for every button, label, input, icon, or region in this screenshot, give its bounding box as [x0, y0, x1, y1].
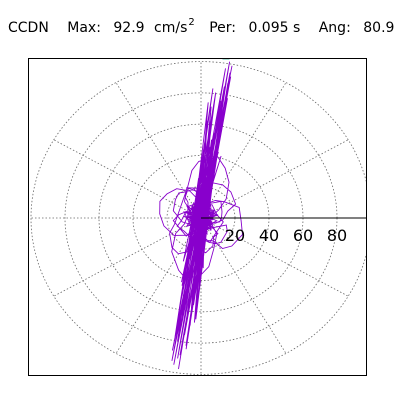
grid-spoke	[200, 139, 349, 219]
max-unit-exponent: 2	[188, 17, 195, 28]
angle-value: 80.9	[363, 20, 395, 36]
grid-spoke	[200, 82, 287, 219]
max-value: 92.9	[113, 20, 145, 36]
grid-spoke	[53, 139, 202, 219]
polar-plot-frame: 20 40 60 80	[28, 58, 367, 376]
grid-spoke	[115, 217, 202, 354]
period-value: 0.095 s	[248, 20, 301, 36]
angle-label: Ang:	[318, 20, 351, 36]
motion-trace	[159, 61, 243, 370]
period-label: Per:	[209, 20, 236, 36]
max-label: Max:	[67, 20, 101, 36]
motion-trace-path	[159, 61, 243, 370]
grid-spoke	[115, 82, 202, 219]
header-readout: CCDN Max: 92.9 cm/s2 Per: 0.095 s Ang: 8…	[8, 17, 395, 38]
radial-tick-label: 40	[259, 226, 279, 245]
radial-tick-labels: 20 40 60 80	[225, 226, 347, 245]
radial-tick-label: 20	[225, 226, 245, 245]
max-unit: cm/s	[154, 20, 188, 36]
station-code: CCDN	[8, 20, 49, 36]
grid-ring	[30, 61, 366, 375]
radial-tick-label: 80	[327, 226, 347, 245]
polar-plot: 20 40 60 80	[30, 59, 366, 375]
grid-spoke	[200, 217, 287, 354]
radial-tick-label: 60	[293, 226, 313, 245]
